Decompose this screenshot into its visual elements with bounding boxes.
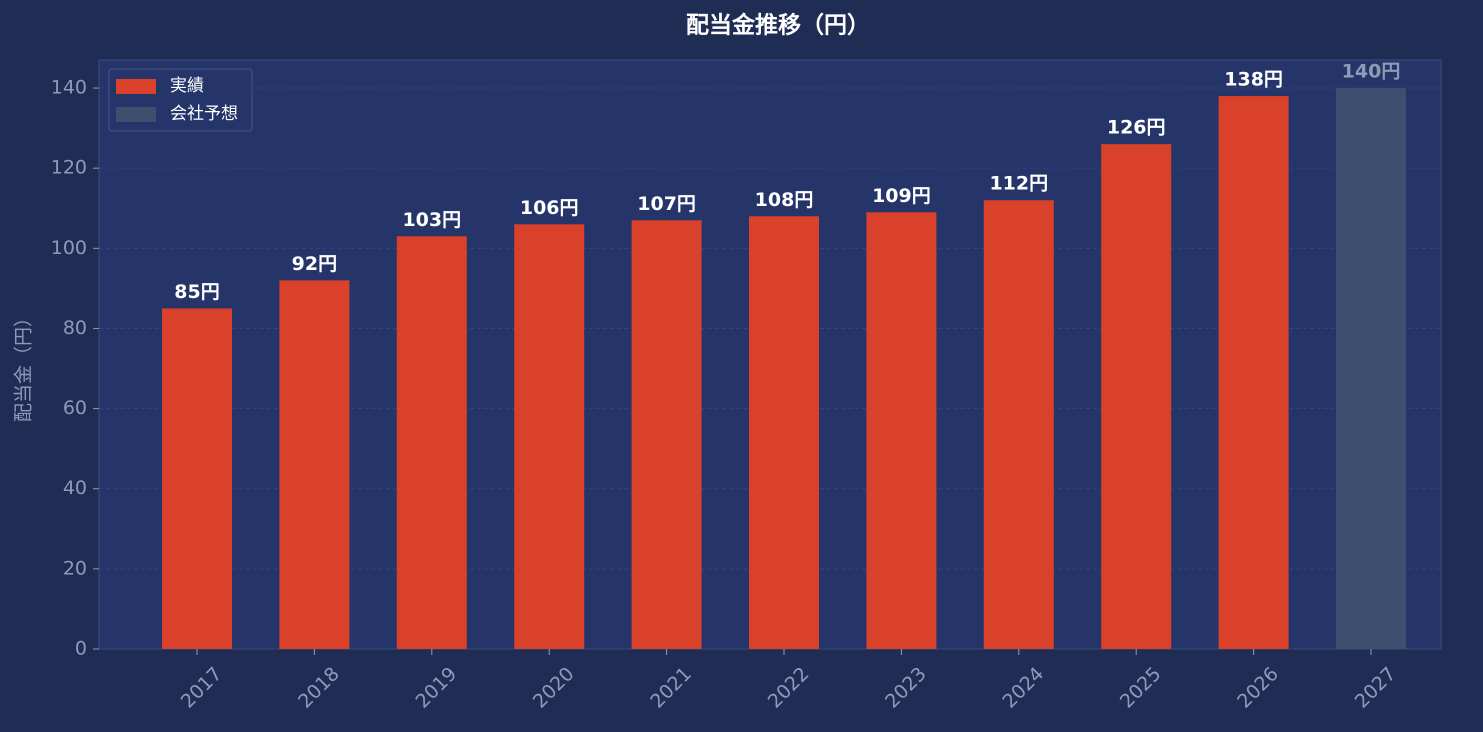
bar [1218, 96, 1289, 650]
bar [162, 308, 232, 649]
y-tick-label: 40 [63, 477, 87, 499]
data-label: 85円 [174, 281, 219, 303]
chart-title: 配当金推移（円） [686, 12, 870, 39]
bar [1336, 88, 1406, 650]
data-label: 140円 [1342, 61, 1401, 83]
y-tick-label: 100 [51, 237, 87, 259]
data-label: 109円 [872, 185, 931, 207]
y-tick-label: 80 [63, 317, 87, 339]
bar [983, 200, 1054, 649]
bar [396, 236, 467, 649]
bar [279, 280, 350, 649]
bar [514, 224, 585, 649]
y-tick-label: 60 [63, 397, 87, 419]
bar [866, 212, 937, 650]
bar [631, 220, 702, 650]
bar [1101, 144, 1172, 649]
y-tick-label: 0 [75, 638, 87, 660]
y-tick-label: 120 [51, 157, 87, 179]
y-tick-label: 20 [63, 557, 87, 579]
data-label: 107円 [637, 193, 696, 215]
legend-label: 会社予想 [170, 104, 238, 124]
data-label: 92円 [292, 253, 337, 275]
y-axis-label: 配当金（円） [13, 308, 35, 422]
legend-swatch [116, 79, 156, 94]
legend-label: 実績 [170, 76, 204, 96]
bar [749, 216, 819, 649]
data-label: 126円 [1107, 117, 1166, 139]
data-label: 103円 [402, 209, 461, 231]
data-label: 112円 [989, 173, 1048, 195]
legend-swatch [116, 107, 156, 122]
y-tick-label: 140 [51, 77, 87, 99]
data-label: 108円 [755, 189, 814, 211]
data-label: 138円 [1224, 69, 1283, 91]
data-label: 106円 [520, 197, 579, 219]
